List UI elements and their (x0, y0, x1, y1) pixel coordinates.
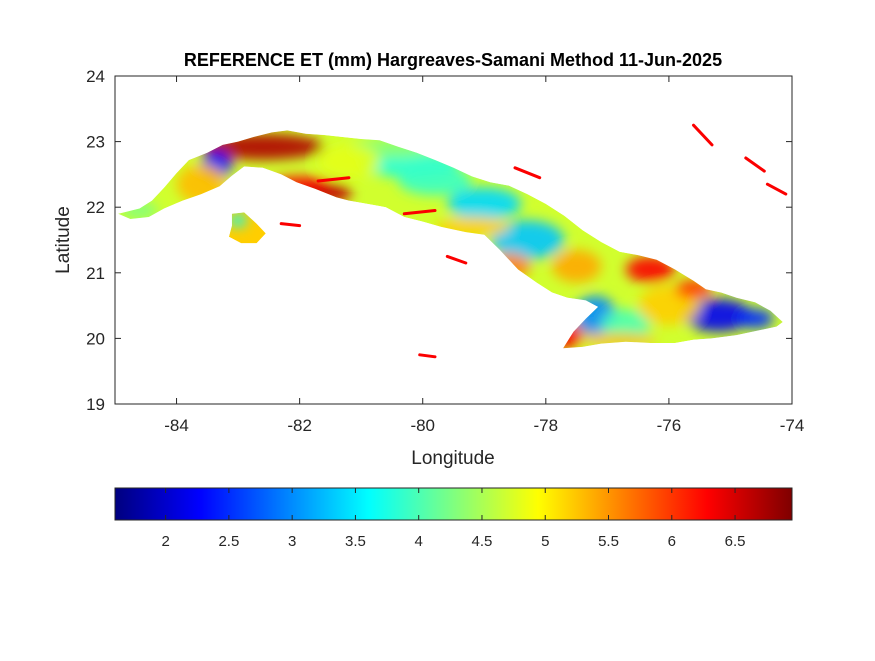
et-region (398, 166, 472, 196)
colorbar (114, 487, 793, 521)
et-region (229, 213, 247, 227)
colorbar-ticks: 2 2.5 3 3.5 4 4.5 5 5.5 6 6.5 (161, 488, 745, 550)
colorbar-tick-label: 6.5 (725, 533, 746, 550)
plot-area (115, 76, 792, 404)
y-tick-label: 21 (86, 264, 105, 283)
y-tick-label: 24 (86, 67, 105, 86)
islet (744, 156, 766, 173)
et-region (625, 256, 676, 283)
colorbar-tick-label: 6 (668, 533, 676, 550)
et-region (684, 299, 752, 332)
colorbar-tick-label: 2 (161, 533, 169, 550)
y-axis: 19 20 21 22 23 24 (86, 67, 792, 414)
colorbar-tick-label: 4.5 (472, 533, 493, 550)
x-tick-label: -74 (780, 416, 805, 435)
islet (418, 353, 437, 359)
islet (402, 209, 437, 216)
colorbar-tick-label: 2.5 (218, 533, 239, 550)
et-region (736, 308, 774, 329)
y-tick-label: 19 (86, 395, 105, 414)
colorbar-tick-label: 5.5 (598, 533, 619, 550)
islet (692, 123, 714, 147)
et-region (447, 187, 522, 221)
colorbar-tick-label: 3 (288, 533, 296, 550)
cuba-mainland (118, 130, 783, 349)
y-tick-label: 22 (86, 198, 105, 217)
islet (279, 222, 302, 228)
islet (765, 182, 788, 196)
colorbar-tick-label: 5 (541, 533, 549, 550)
islet (513, 166, 542, 180)
et-region (318, 144, 380, 178)
islet (445, 254, 468, 265)
x-tick-label: -76 (657, 416, 682, 435)
et-region (490, 220, 565, 260)
y-axis-label: Latitude (53, 206, 74, 274)
x-axis: -84 -82 -80 -78 -76 -74 (164, 76, 804, 435)
et-region (552, 249, 602, 283)
x-tick-label: -80 (410, 416, 435, 435)
y-tick-label: 20 (86, 329, 105, 348)
x-axis-label: Longitude (411, 448, 494, 469)
islet (316, 176, 351, 183)
axes-frame (114, 75, 793, 405)
colorbar-tick-label: 3.5 (345, 533, 366, 550)
x-tick-label: -82 (287, 416, 312, 435)
chart-title: REFERENCE ET (mm) Hargreaves-Samani Meth… (184, 50, 722, 70)
colorbar-tick-label: 4 (415, 533, 423, 550)
x-tick-label: -78 (534, 416, 559, 435)
x-tick-label: -84 (164, 416, 189, 435)
y-tick-label: 23 (86, 133, 105, 152)
